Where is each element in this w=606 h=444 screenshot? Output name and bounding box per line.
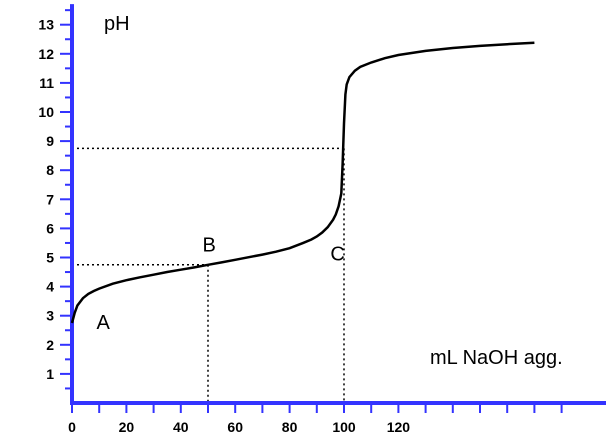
x-tick-label: 120 xyxy=(387,419,411,435)
y-tick-label: 1 xyxy=(46,366,54,382)
y-axis-label: pH xyxy=(104,13,130,35)
point-label-b: B xyxy=(203,235,216,257)
y-tick-label: 2 xyxy=(46,337,54,353)
x-tick-label: 100 xyxy=(332,419,356,435)
x-tick-label: 80 xyxy=(282,419,298,435)
x-axis-label: mL NaOH agg. xyxy=(430,347,563,369)
x-tick-label: 0 xyxy=(68,419,76,435)
y-tick-label: 7 xyxy=(46,191,54,207)
y-tick-label: 10 xyxy=(38,104,54,120)
ticks xyxy=(60,9,563,413)
y-tick-label: 5 xyxy=(46,250,54,266)
y-tick-label: 13 xyxy=(38,17,54,33)
y-tick-label: 6 xyxy=(46,220,54,236)
y-tick-label: 12 xyxy=(38,46,54,62)
x-tick-label: 60 xyxy=(227,419,243,435)
point-label-c: C xyxy=(330,243,344,265)
y-tick-label: 11 xyxy=(39,75,54,91)
point-label-a: A xyxy=(96,312,110,334)
titration-curve-line xyxy=(70,41,535,324)
x-tick-label: 40 xyxy=(173,419,189,435)
reference-lines xyxy=(72,147,345,403)
annotations: A B C xyxy=(96,235,344,334)
y-tick-label: 4 xyxy=(46,279,54,295)
axes xyxy=(70,4,606,405)
y-tick-label: 3 xyxy=(46,308,54,324)
x-tick-label: 20 xyxy=(119,419,135,435)
y-tick-label: 8 xyxy=(46,162,54,178)
y-tick-label: 9 xyxy=(46,133,54,149)
